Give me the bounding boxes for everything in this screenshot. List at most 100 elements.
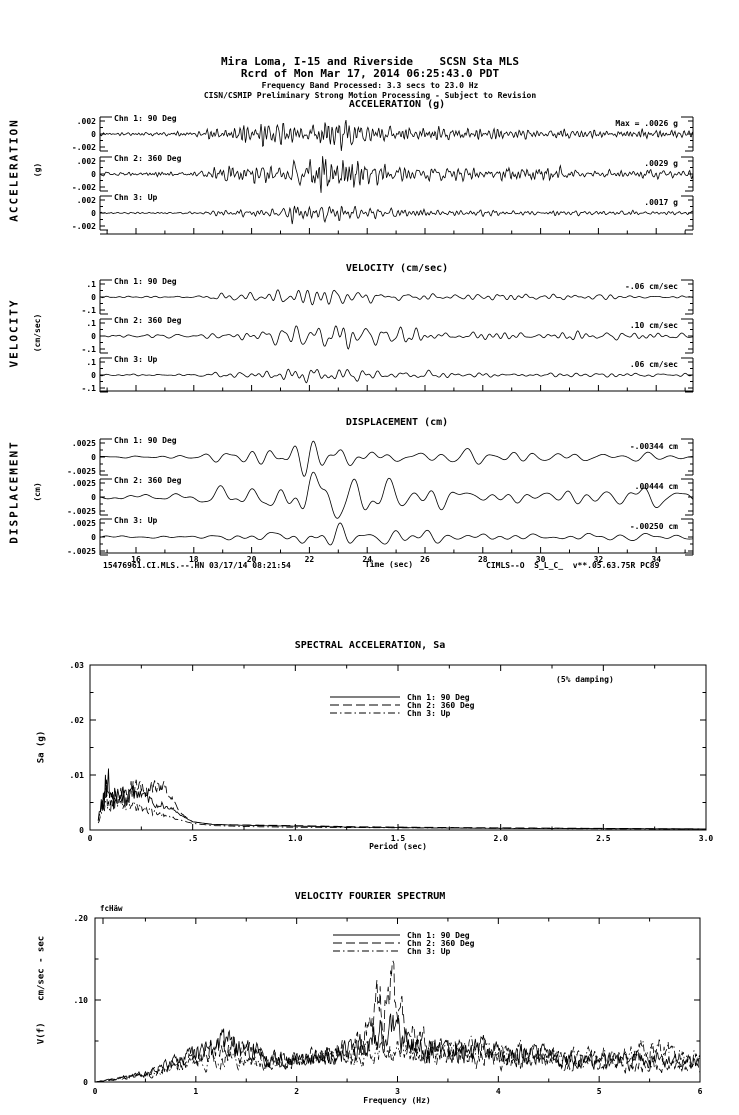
- y-tick-label: 0: [91, 332, 96, 341]
- x-tick-label: .5: [188, 834, 198, 843]
- y-tick-label: 0: [91, 170, 96, 179]
- fourier-series-2: [95, 960, 700, 1083]
- velocity-title: VELOCITY (cm/sec): [345, 263, 449, 274]
- waveform-displacement: [100, 471, 694, 519]
- channel-label: Chn 2: 360 Deg: [114, 316, 182, 325]
- time-tick-label: 30: [536, 555, 546, 564]
- sa-ylabel: Sa (g): [36, 730, 47, 764]
- fourier-corner-label: fcHäw: [100, 904, 123, 913]
- sa-title: SPECTRAL ACCELERATION, Sa: [294, 640, 446, 651]
- x-tick-label: 1: [193, 1087, 198, 1096]
- peak-value-label: -.06 cm/sec: [625, 282, 678, 291]
- channel-label: Chn 1: 90 Deg: [114, 114, 177, 123]
- plot-box: [94, 917, 701, 1083]
- time-tick-label: 22: [305, 555, 315, 564]
- waveform-velocity: [100, 325, 693, 350]
- y-tick-label: .1: [86, 319, 96, 328]
- waveform-displacement: [100, 440, 693, 477]
- legend-label: Chn 2: 360 Deg: [407, 939, 475, 948]
- peak-value-label: .06 cm/sec: [630, 360, 678, 369]
- waveform-acceleration: [100, 205, 694, 225]
- y-tick-label: 0: [91, 533, 96, 542]
- y-tick-label: -.0025: [67, 547, 96, 556]
- x-tick-label: 5: [597, 1087, 602, 1096]
- peak-value-label: -.00250 cm: [630, 522, 678, 531]
- time-tick-label: 34: [651, 555, 661, 564]
- time-tick-label: 28: [478, 555, 488, 564]
- channel-label: Chn 1: 90 Deg: [114, 436, 177, 445]
- peak-value-label: -.00344 cm: [630, 442, 678, 451]
- waveform-velocity: [100, 289, 693, 306]
- fourier-title: VELOCITY FOURIER SPECTRUM: [294, 891, 446, 902]
- time-tick-label: 18: [189, 555, 199, 564]
- y-tick-label: .1: [86, 358, 96, 367]
- sa-xlabel: Period (sec): [369, 842, 427, 851]
- y-tick-label: .20: [74, 914, 89, 923]
- y-tick-label: -.1: [82, 384, 97, 393]
- y-tick-label: 0: [79, 826, 84, 835]
- fourier-series-1: [95, 1013, 700, 1083]
- header-disclaimer: CISN/CSMIP Preliminary Strong Motion Pro…: [203, 91, 537, 100]
- channel-label: Chn 3: Up: [114, 355, 158, 364]
- displacement-unit-label: (cm): [33, 482, 42, 502]
- channel-label: Chn 3: Up: [114, 516, 158, 525]
- fourier-series-3: [95, 1035, 700, 1083]
- x-tick-label: 1.5: [391, 834, 406, 843]
- peak-value-label: .00444 cm: [635, 482, 679, 491]
- y-tick-label: -.0025: [67, 467, 96, 476]
- y-tick-label: .0025: [72, 479, 96, 488]
- acceleration-title: ACCELERATION (g): [348, 99, 446, 110]
- y-tick-label: 0: [91, 371, 96, 380]
- y-tick-label: 0: [91, 209, 96, 218]
- y-tick-label: .002: [77, 196, 96, 205]
- legend-label: Chn 3: Up: [407, 947, 451, 956]
- y-tick-label: -.0025: [67, 507, 96, 516]
- y-tick-label: 0: [91, 293, 96, 302]
- time-tick-label: 32: [594, 555, 604, 564]
- y-tick-label: -.1: [82, 306, 97, 315]
- peak-value-label: .0017 g: [644, 198, 678, 207]
- waveform-acceleration: [100, 156, 694, 193]
- x-tick-label: 0: [88, 834, 93, 843]
- channel-label: Chn 3: Up: [114, 193, 158, 202]
- displacement-axis-label: DISPLACEMENT: [7, 440, 21, 544]
- velocity-axis-label: VELOCITY: [7, 298, 21, 368]
- y-tick-label: -.002: [72, 222, 96, 231]
- y-tick-label: .0025: [72, 439, 96, 448]
- y-tick-label: .02: [70, 716, 85, 725]
- time-tick-label: 16: [131, 555, 141, 564]
- header-frequency-band: Frequency Band Processed: 3.3 secs to 23…: [261, 81, 479, 90]
- channel-label: Chn 2: 360 Deg: [114, 476, 182, 485]
- y-tick-label: 0: [91, 453, 96, 462]
- time-tick-label: 24: [362, 555, 372, 564]
- y-tick-label: .1: [86, 280, 96, 289]
- sa-series-2: [97, 779, 707, 830]
- footer-processing-id: CIMLS--O S_L_C_ v**.05.63.75R PC89: [486, 561, 660, 570]
- y-tick-label: -.1: [82, 345, 97, 354]
- footer-record-id: 15476961.CI.MLS.--.HN 03/17/14 08:21:54: [103, 561, 291, 570]
- y-tick-label: .03: [70, 661, 85, 670]
- peak-value-label: .0029 g: [644, 159, 678, 168]
- y-tick-label: 0: [91, 130, 96, 139]
- x-tick-label: 1.0: [288, 834, 303, 843]
- x-tick-label: 2.0: [493, 834, 508, 843]
- x-tick-label: 3: [395, 1087, 400, 1096]
- displacement-title: DISPLACEMENT (cm): [345, 417, 449, 428]
- y-tick-label: -.002: [72, 183, 96, 192]
- y-tick-label: .002: [77, 157, 96, 166]
- sa-series-1: [97, 768, 706, 830]
- x-tick-label: 2: [294, 1087, 299, 1096]
- sa-series-3: [97, 784, 706, 830]
- damping-note: (5% damping): [556, 675, 614, 684]
- time-tick-label: 26: [420, 555, 430, 564]
- x-tick-label: 4: [496, 1087, 501, 1096]
- legend-label: Chn 1: 90 Deg: [407, 931, 470, 940]
- time-tick-label: 20: [247, 555, 257, 564]
- legend-label: Chn 3: Up: [407, 709, 451, 718]
- channel-label: Chn 2: 360 Deg: [114, 154, 182, 163]
- x-tick-label: 2.5: [596, 834, 611, 843]
- peak-value-label: .10 cm/sec: [630, 321, 678, 330]
- channel-label: Chn 1: 90 Deg: [114, 277, 177, 286]
- fourier-xlabel: Frequency (Hz): [363, 1096, 431, 1105]
